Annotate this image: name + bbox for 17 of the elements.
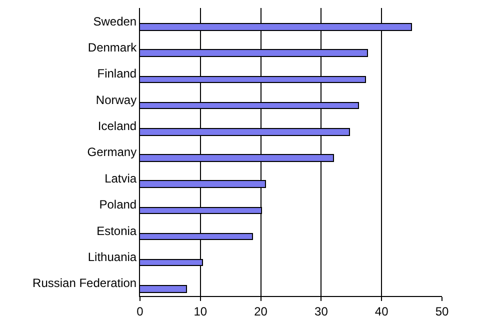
x-tick-label: 30 <box>314 304 328 318</box>
y-tick-label: Latvia <box>104 171 137 186</box>
y-tick-label: Poland <box>99 198 137 212</box>
y-tick-label: Estonia <box>96 224 137 238</box>
y-tick-label: Denmark <box>88 40 138 54</box>
y-tick-label: Norway <box>96 92 137 107</box>
x-tick-label: 40 <box>374 304 389 318</box>
y-tick-label: Germany <box>87 145 137 160</box>
y-tick-label: Sweden <box>93 14 137 28</box>
x-tick-label: 0 <box>136 304 144 318</box>
x-tick-label: 50 <box>435 304 449 318</box>
y-tick-label: Finland <box>97 66 137 81</box>
y-tick-label: Iceland <box>98 119 137 134</box>
x-tick-label: 20 <box>254 304 268 318</box>
y-tick-label: Russian Federation <box>32 276 137 290</box>
y-tick-label: Lithuania <box>88 250 137 264</box>
x-tick-label: 10 <box>194 304 208 318</box>
